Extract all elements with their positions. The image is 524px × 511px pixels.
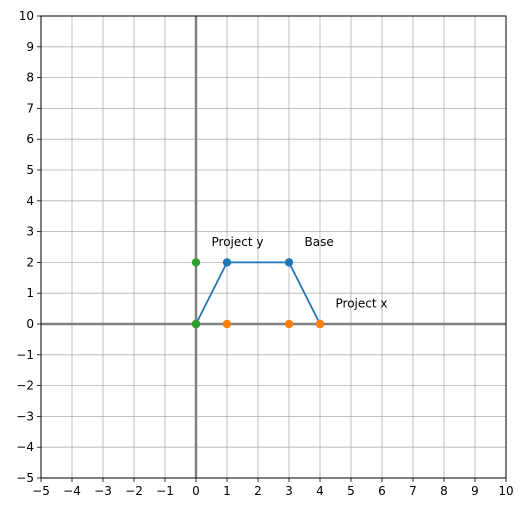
y-tick-label: 5 xyxy=(26,163,34,177)
y-tick-label: −1 xyxy=(16,348,34,362)
x-tick-label: 1 xyxy=(223,484,231,498)
x-tick-label: 6 xyxy=(378,484,386,498)
x-tick-label: 3 xyxy=(285,484,293,498)
annotation-label: Project y xyxy=(212,235,264,249)
x-tick-label: 4 xyxy=(316,484,324,498)
y-tick-label: 8 xyxy=(26,71,34,85)
annotation-label: Project x xyxy=(336,297,388,311)
y-tick-label: 2 xyxy=(26,255,34,269)
y-tick-label: 0 xyxy=(26,317,34,331)
zero-axis-lines xyxy=(41,16,506,478)
data-point xyxy=(315,319,325,329)
y-tick-label: 7 xyxy=(26,101,34,115)
y-tick-label: −2 xyxy=(16,379,34,393)
x-tick-label: 7 xyxy=(409,484,417,498)
y-tick-label: −5 xyxy=(16,471,34,485)
x-tick-label: −4 xyxy=(63,484,81,498)
y-tick-label: 6 xyxy=(26,132,34,146)
x-tick-label: −3 xyxy=(94,484,112,498)
series-1 xyxy=(191,319,325,329)
x-tick-label: 10 xyxy=(498,484,513,498)
x-tick-label: 9 xyxy=(471,484,479,498)
plot-series xyxy=(191,258,325,329)
y-tick-label: 4 xyxy=(26,194,34,208)
x-tick-label: 5 xyxy=(347,484,355,498)
y-tick-label: 10 xyxy=(19,9,34,23)
x-tick-label: −2 xyxy=(125,484,143,498)
y-tick-label: 1 xyxy=(26,286,34,300)
plot-frame xyxy=(40,15,507,479)
data-point xyxy=(222,319,232,329)
x-tick-label: 2 xyxy=(254,484,262,498)
y-tick-label: 9 xyxy=(26,40,34,54)
annotation-label: Base xyxy=(305,235,334,249)
ticks: −5 −4 −3 −2 −1 0 1 2 3 4 5 6 7 8 9 10 −5 −4 −3 −2 −1 0 1 2 3 4 5 6 7… xyxy=(16,9,513,498)
x-tick-label: 0 xyxy=(192,484,200,498)
data-point xyxy=(222,258,232,267)
data-point xyxy=(191,258,201,267)
x-tick-label: −5 xyxy=(32,484,50,498)
series-2 xyxy=(191,258,201,329)
y-tick-label: 3 xyxy=(26,225,34,239)
series-line xyxy=(195,261,321,325)
data-point xyxy=(191,319,201,329)
y-tick-label: −3 xyxy=(16,409,34,423)
grid xyxy=(40,15,507,479)
annotations: Project y Base Project x xyxy=(212,235,388,311)
x-tick-label: 8 xyxy=(440,484,448,498)
x-tick-label: −1 xyxy=(156,484,174,498)
data-point xyxy=(284,319,294,329)
data-point xyxy=(284,258,294,267)
y-tick-label: −4 xyxy=(16,440,34,454)
